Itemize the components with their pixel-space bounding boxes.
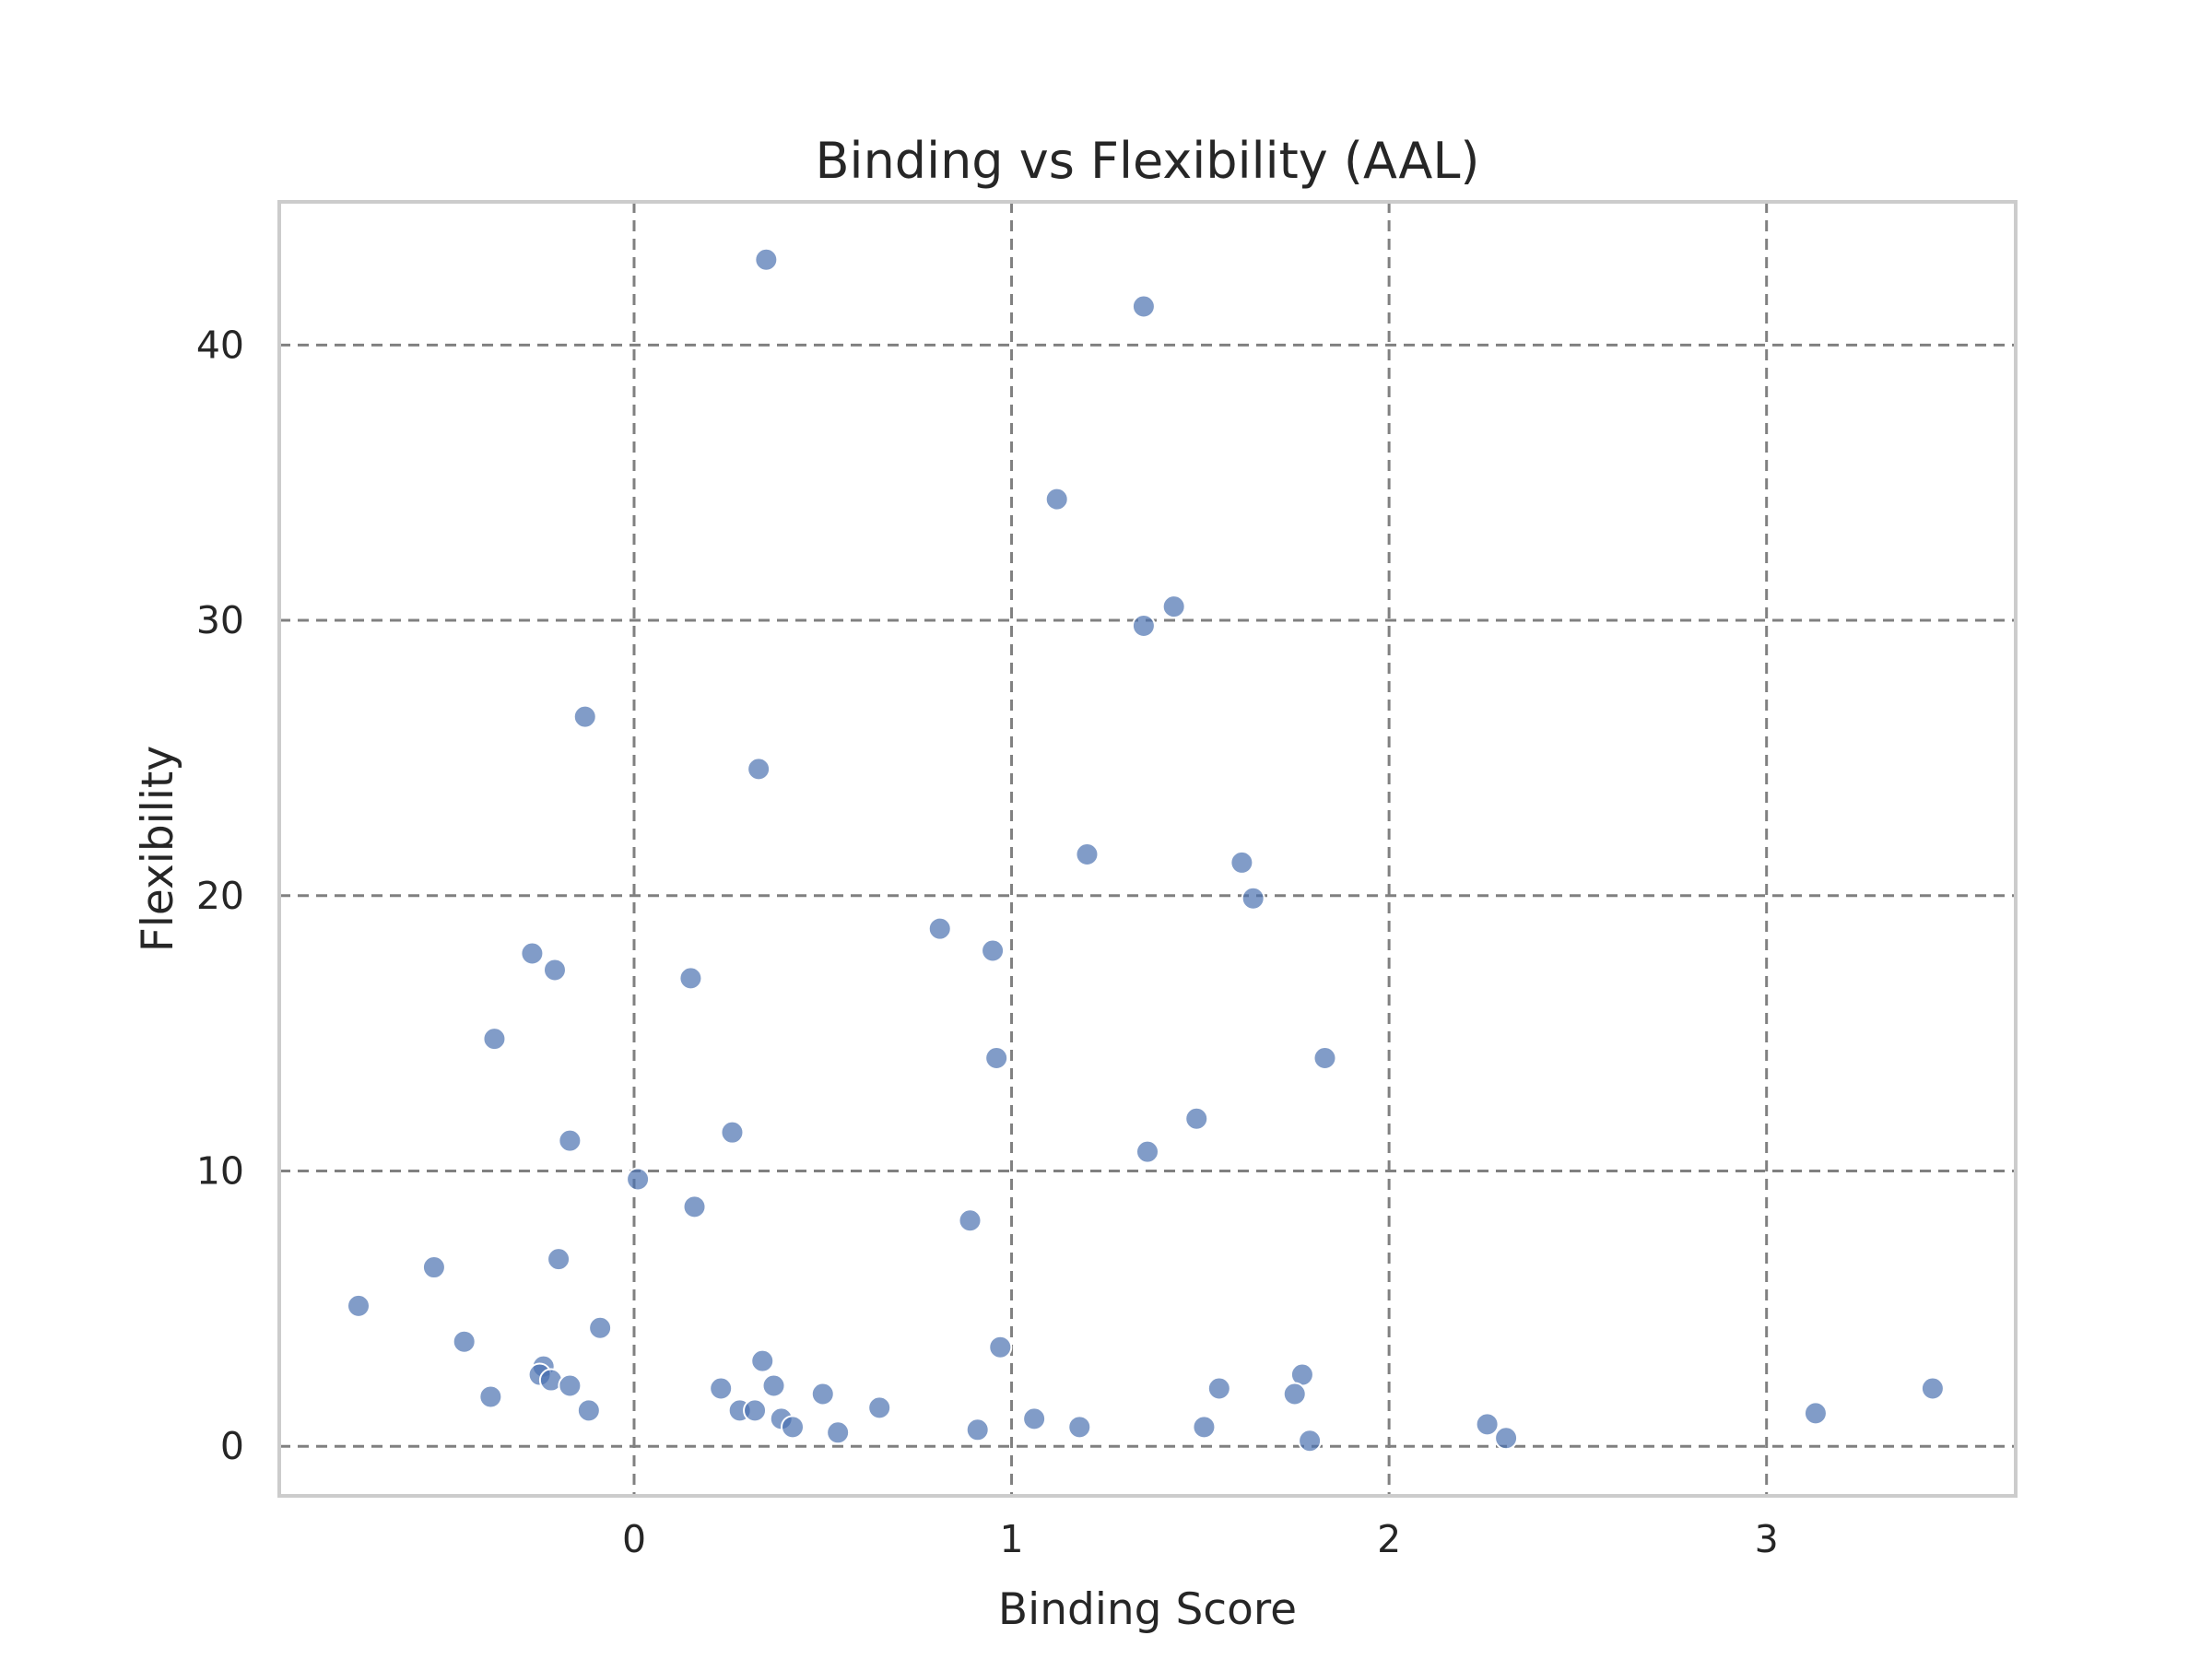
scatter-point	[1075, 841, 1100, 866]
scatter-point	[452, 1329, 477, 1354]
scatter-point	[1131, 614, 1156, 639]
scatter-point	[750, 1348, 775, 1373]
scatter-point	[478, 1384, 503, 1409]
scatter-point	[1241, 886, 1265, 911]
scatter-point	[626, 1167, 651, 1192]
scatter-point	[1206, 1376, 1231, 1401]
x-tick-label: 1	[1000, 1517, 1024, 1561]
scatter-point	[1161, 594, 1186, 619]
scatter-point	[1475, 1412, 1500, 1437]
scatter-point	[1135, 1139, 1159, 1164]
scatter-point	[709, 1376, 734, 1401]
scatter-point	[678, 966, 703, 991]
scatter-point	[761, 1373, 786, 1398]
scatter-point	[1312, 1046, 1337, 1071]
scatter-point	[1230, 850, 1254, 875]
scatter-point	[1022, 1406, 1047, 1431]
scatter-point	[743, 1398, 768, 1423]
scatter-point	[558, 1128, 582, 1153]
y-tick-label: 10	[196, 1149, 244, 1194]
scatter-point	[1494, 1426, 1519, 1451]
scatter-point	[988, 1335, 1013, 1359]
x-tick-label: 0	[622, 1517, 646, 1561]
scatter-point	[1131, 294, 1156, 319]
scatter-point	[1282, 1382, 1307, 1406]
scatter-point	[1298, 1429, 1323, 1453]
scatter-point	[558, 1373, 582, 1398]
scatter-point	[781, 1415, 806, 1440]
scatter-point	[754, 247, 779, 272]
scatter-point	[1044, 487, 1069, 512]
scatter-point	[981, 938, 1006, 963]
x-tick-label: 3	[1755, 1517, 1779, 1561]
scatter-point	[984, 1046, 1009, 1071]
scatter-point	[682, 1194, 707, 1219]
scatter-point	[927, 916, 952, 941]
scatter-point	[958, 1208, 982, 1233]
x-tick-label: 2	[1377, 1517, 1401, 1561]
scatter-point	[1184, 1106, 1209, 1131]
scatter-point	[542, 958, 567, 982]
scatter-point	[1067, 1415, 1092, 1440]
scatter-point	[547, 1247, 571, 1272]
y-axis-label: Flexibility	[133, 746, 183, 952]
scatter-point	[588, 1315, 613, 1340]
scatter-point	[520, 941, 545, 966]
scatter-point	[572, 704, 597, 729]
scatter-point	[482, 1027, 507, 1052]
scatter-point	[826, 1420, 851, 1445]
data-points	[347, 247, 1945, 1453]
scatter-point	[1920, 1376, 1945, 1401]
scatter-point	[965, 1418, 990, 1442]
y-tick-label: 30	[196, 598, 244, 642]
y-tick-label: 0	[220, 1424, 244, 1468]
y-tick-label: 40	[196, 323, 244, 367]
grid-lines	[279, 202, 2016, 1496]
chart-title: Binding vs Flexibility (AAL)	[816, 132, 1480, 190]
scatter-point	[747, 757, 771, 782]
scatter-point	[720, 1120, 745, 1145]
scatter-point	[421, 1255, 446, 1280]
scatter-point	[1192, 1415, 1217, 1440]
y-tick-label: 20	[196, 874, 244, 918]
plot-frame	[277, 200, 2018, 1498]
scatter-point	[867, 1395, 892, 1420]
scatter-point	[347, 1293, 371, 1318]
x-axis-label: Binding Score	[998, 1584, 1297, 1635]
scatter-point	[576, 1398, 601, 1423]
scatter-point	[810, 1382, 835, 1406]
scatter-point	[1803, 1401, 1828, 1426]
